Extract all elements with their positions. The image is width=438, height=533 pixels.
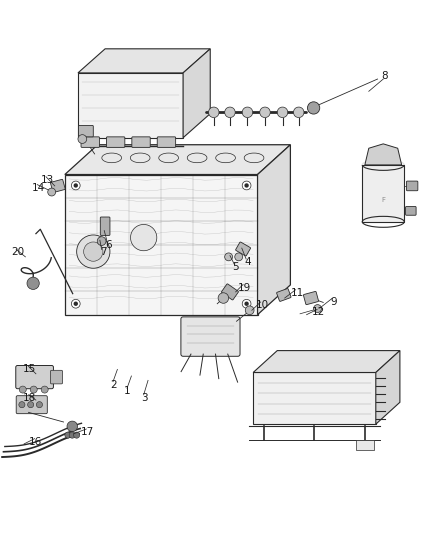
Text: 3: 3 [141,393,148,403]
Polygon shape [365,144,402,165]
FancyBboxPatch shape [16,366,53,389]
Polygon shape [78,73,183,138]
Text: 19: 19 [238,282,251,293]
Circle shape [74,302,78,306]
Circle shape [48,188,56,196]
Circle shape [131,224,157,251]
Circle shape [69,432,75,438]
FancyBboxPatch shape [181,317,240,356]
Circle shape [260,107,270,118]
Circle shape [71,181,80,190]
Polygon shape [258,145,290,314]
Circle shape [225,107,235,118]
Circle shape [277,107,288,118]
Text: 20: 20 [11,247,24,257]
Circle shape [307,102,320,114]
FancyBboxPatch shape [16,395,47,414]
FancyBboxPatch shape [356,440,374,450]
Circle shape [218,293,229,303]
Circle shape [19,386,26,393]
FancyBboxPatch shape [406,206,416,215]
Circle shape [244,183,249,188]
Text: 1: 1 [124,386,131,397]
FancyBboxPatch shape [106,137,125,147]
Polygon shape [253,351,400,373]
FancyBboxPatch shape [157,137,176,147]
Circle shape [245,306,254,314]
Text: F: F [381,197,385,203]
Circle shape [27,277,39,289]
Circle shape [225,253,233,261]
Text: 8: 8 [381,71,388,81]
Circle shape [97,237,106,246]
FancyBboxPatch shape [236,242,251,256]
Polygon shape [183,49,210,138]
Circle shape [314,304,321,312]
Circle shape [41,386,48,393]
Circle shape [242,181,251,190]
Text: 13: 13 [41,175,54,185]
Text: 5: 5 [232,262,239,272]
Text: 10: 10 [255,300,268,310]
Text: 14: 14 [32,183,45,192]
FancyBboxPatch shape [362,165,404,222]
Circle shape [30,386,37,393]
FancyBboxPatch shape [304,292,318,305]
Circle shape [242,300,251,308]
Polygon shape [65,174,258,314]
FancyBboxPatch shape [100,217,110,236]
FancyBboxPatch shape [50,180,65,192]
Text: 11: 11 [290,288,304,298]
Circle shape [74,183,78,188]
Circle shape [74,432,80,438]
Text: 7: 7 [99,247,106,257]
Circle shape [244,302,249,306]
Text: 6: 6 [105,240,112,251]
FancyBboxPatch shape [50,370,63,384]
Circle shape [208,107,219,118]
Text: 12: 12 [312,308,325,318]
Text: 16: 16 [29,437,42,447]
Text: 17: 17 [81,427,94,437]
Circle shape [78,135,87,143]
Circle shape [77,235,110,268]
Polygon shape [376,351,400,424]
FancyBboxPatch shape [277,288,291,301]
Circle shape [65,432,71,438]
Text: 15: 15 [23,365,36,374]
Circle shape [242,107,253,118]
Text: 9: 9 [330,296,337,306]
Polygon shape [65,145,290,174]
FancyBboxPatch shape [132,137,150,147]
Text: 4: 4 [244,257,251,267]
Text: 18: 18 [23,393,36,403]
FancyBboxPatch shape [78,125,93,137]
FancyBboxPatch shape [406,181,418,191]
FancyBboxPatch shape [81,137,99,147]
Text: 2: 2 [110,379,117,390]
Circle shape [293,107,304,118]
Polygon shape [78,49,210,73]
Circle shape [36,402,42,408]
Circle shape [84,242,103,261]
Circle shape [28,402,34,408]
Circle shape [19,402,25,408]
Circle shape [67,421,78,432]
Circle shape [235,253,243,261]
FancyBboxPatch shape [222,284,238,300]
Polygon shape [253,373,376,424]
Circle shape [71,300,80,308]
